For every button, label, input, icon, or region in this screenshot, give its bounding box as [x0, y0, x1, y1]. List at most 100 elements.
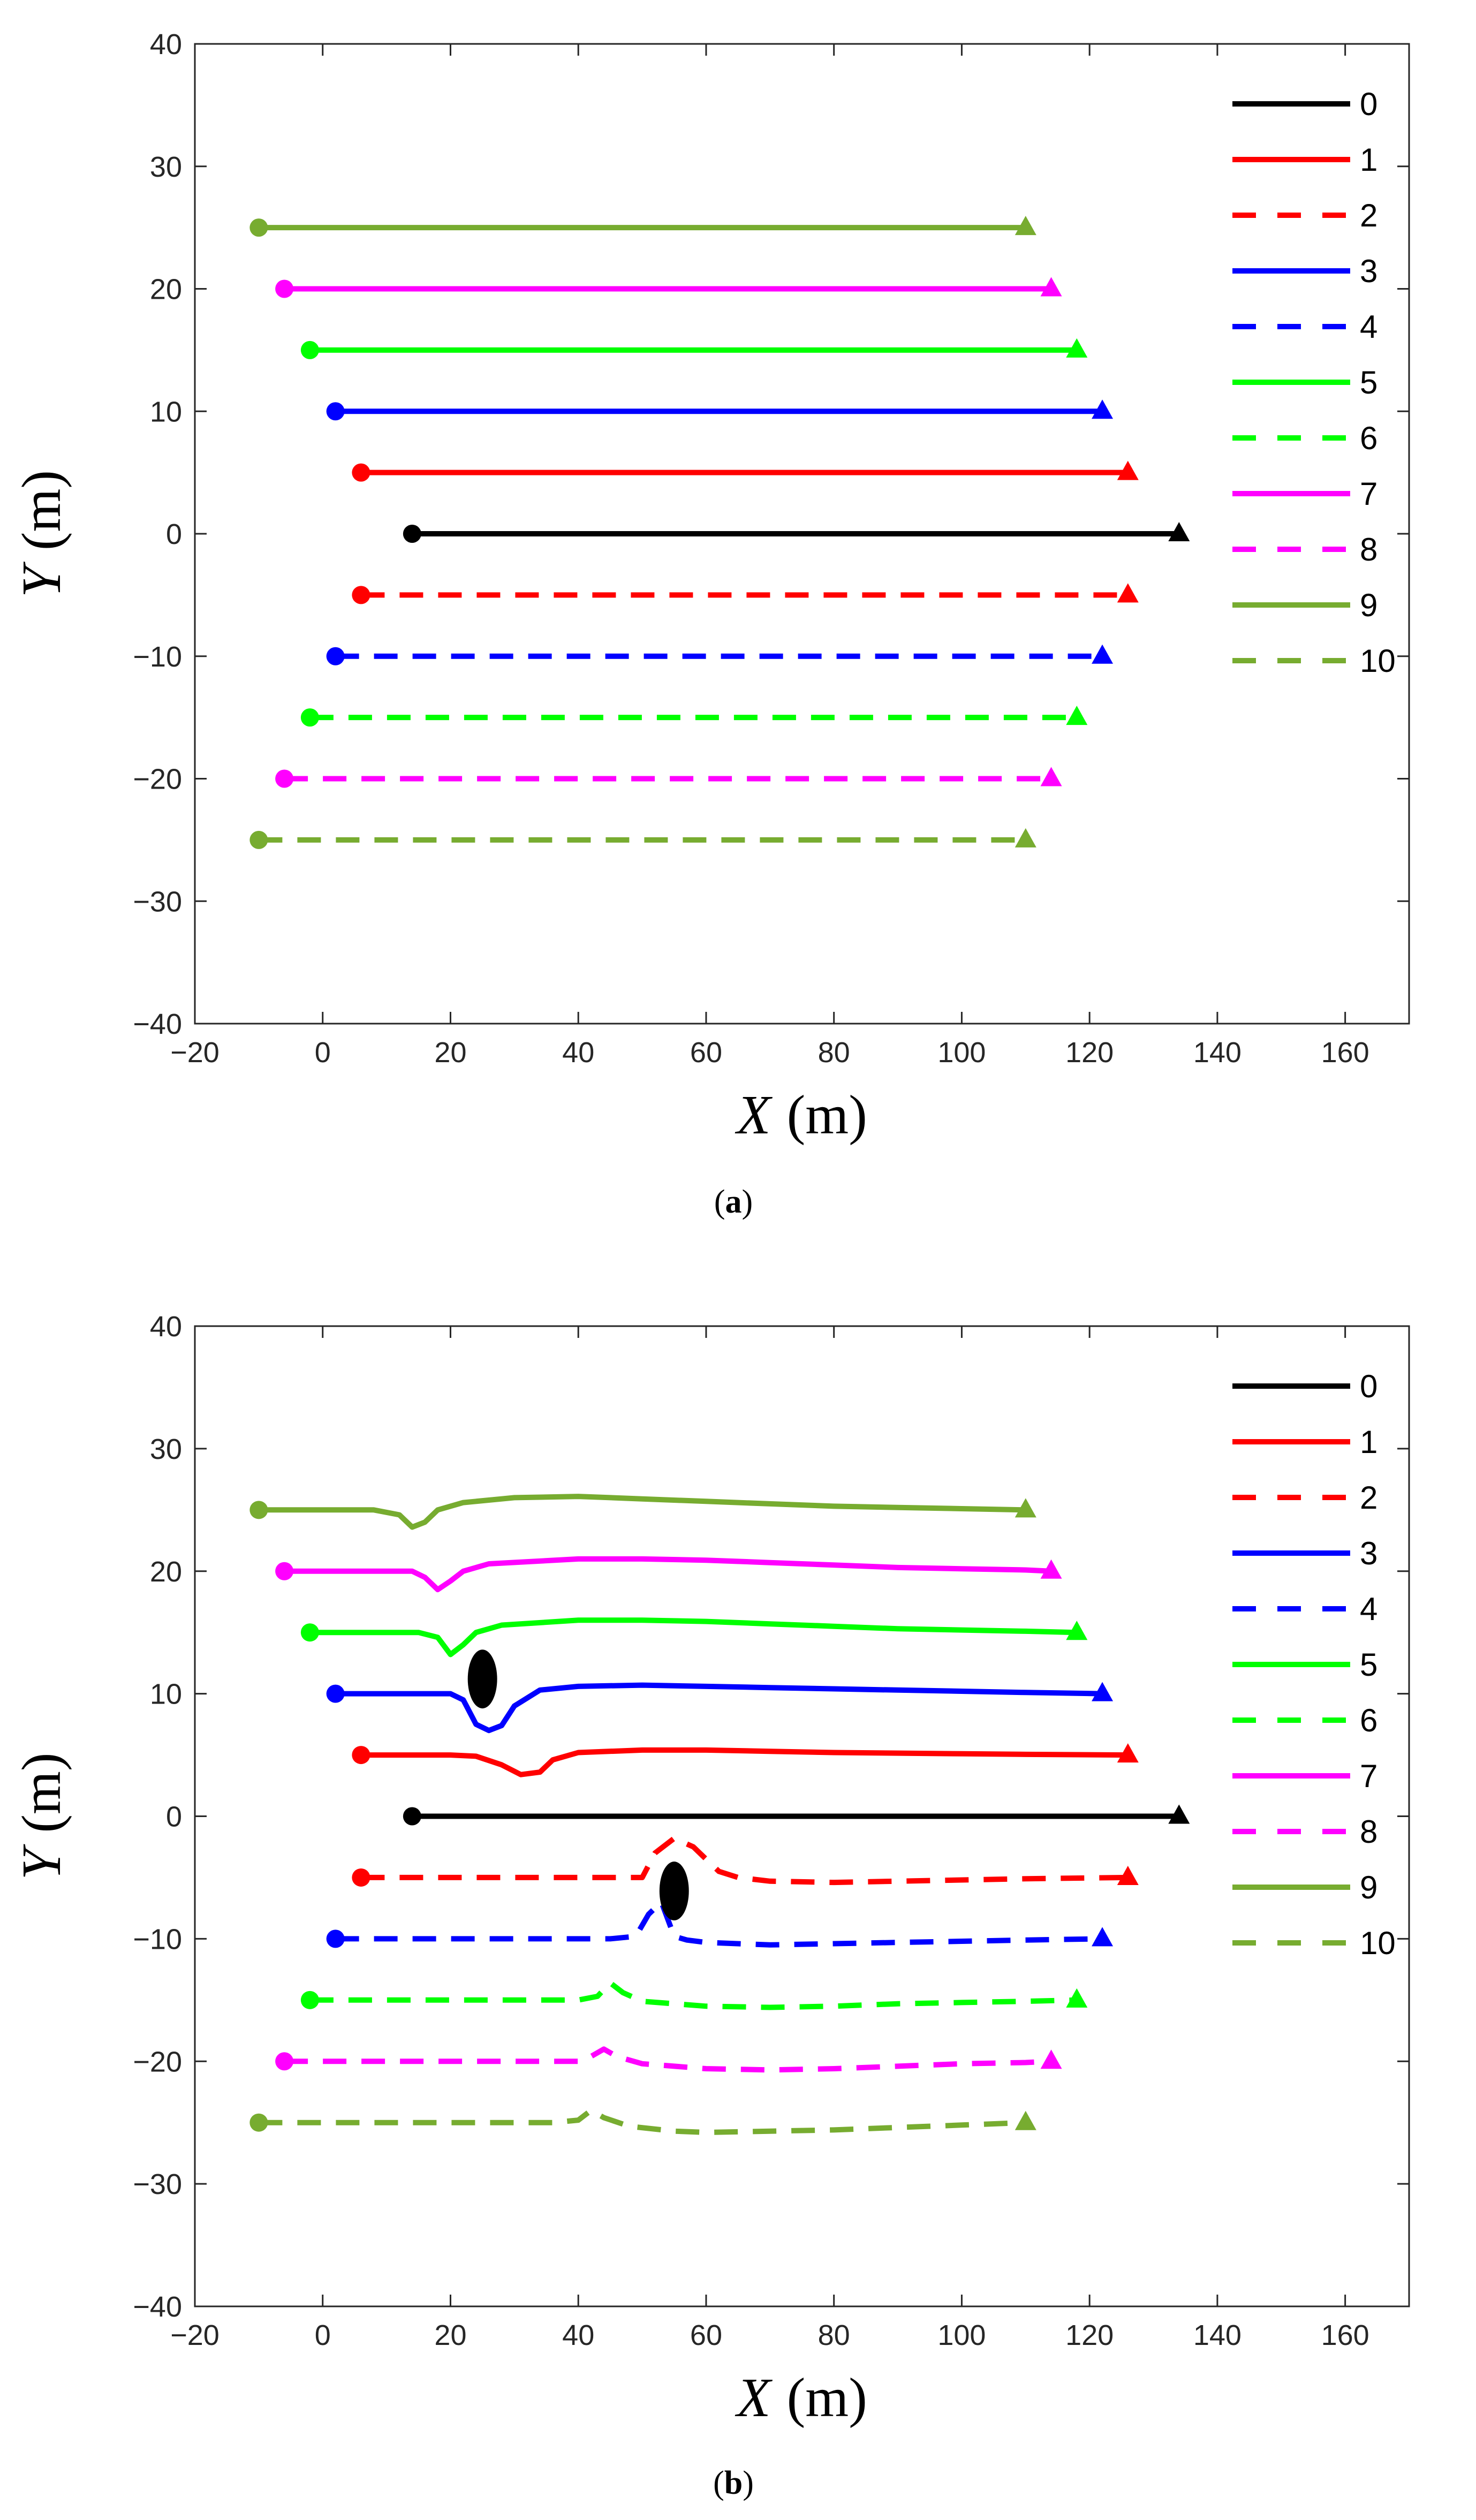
panel-b-legend-label-3: 3 [1360, 1535, 1377, 1571]
panel-a-ytick-label: 40 [150, 28, 182, 60]
panel-a-series-6-start-marker [300, 708, 319, 727]
panel-b-obstacle [467, 1649, 497, 1709]
panel-a-ytick-label: −30 [133, 886, 182, 918]
panel-b-series-8-start-marker [275, 2052, 294, 2071]
panel-b-series-6-line [309, 1980, 1077, 2010]
panel-a-xtick-label: −20 [170, 1036, 219, 1069]
panel-a-series-6-end-marker [1066, 706, 1088, 725]
panel-b-series-4-line [335, 1899, 1103, 1948]
panel-a-xtick-label: 20 [434, 1036, 466, 1069]
panel-b-series-1-end-marker [1117, 1743, 1139, 1763]
panel-a-legend-label-2: 2 [1360, 198, 1377, 233]
panel-a-series-9-start-marker [249, 218, 268, 237]
panel-b-ytick-label: −40 [133, 2291, 182, 2323]
panel-a-y-axis-label: Y (m) [11, 470, 72, 597]
panel-a-subcaption: (a) [714, 1184, 753, 1220]
panel-b-series-8-end-marker [1040, 2049, 1062, 2069]
panel-b-legend-label-7: 7 [1360, 1758, 1377, 1794]
panel-b-ytick-label: −10 [133, 1923, 182, 1955]
panel-b-series-4-start-marker [326, 1929, 345, 1948]
panel-b-x-axis-label: X (m) [735, 2367, 867, 2428]
panel-b-series-9-end-marker [1015, 1498, 1036, 1518]
panel-a-ytick-label: −10 [133, 641, 182, 673]
panel-a-series-3-start-marker [326, 402, 345, 421]
panel-a-ytick-label: −40 [133, 1008, 182, 1040]
panel-b-ytick-label: 10 [150, 1678, 182, 1711]
panel-b: −20 0 20 40 60 80 100 120 140 160−40−30−20−100102… [11, 1311, 1410, 2501]
panel-a-legend-label-7: 7 [1360, 476, 1377, 512]
panel-a-legend-label-1: 1 [1360, 142, 1377, 178]
panel-a-x-axis-label: X (m) [735, 1084, 867, 1146]
panel-a-legend-label-3: 3 [1360, 253, 1377, 289]
panel-a-xtick-label: 140 [1193, 1036, 1242, 1069]
panel-b-series-5-end-marker [1066, 1621, 1088, 1640]
panel-b-xtick-label: 100 [937, 2319, 986, 2351]
panel-a-legend-label-8: 8 [1360, 532, 1377, 567]
panel-a-xtick-label: 120 [1065, 1036, 1114, 1069]
panel-a-xtick-label: 60 [690, 1036, 722, 1069]
panel-a-legend-label-5: 5 [1360, 365, 1377, 400]
panel-b-ytick-label: 30 [150, 1433, 182, 1465]
panel-b-series-3-start-marker [326, 1684, 345, 1703]
panel-b-series-1-line [361, 1747, 1128, 1777]
panel-a-series-0-end-marker [1168, 522, 1190, 541]
panel-a-ytick-label: 30 [150, 151, 182, 183]
panel-b-ytick-label: −20 [133, 2046, 182, 2078]
panel-a-series-10-end-marker [1015, 828, 1036, 847]
panel-b-series-9-start-marker [249, 1501, 268, 1519]
panel-b-xtick-label: 0 [315, 2319, 331, 2351]
panel-a-x-axis-unit: (m) [787, 1084, 867, 1146]
panel-a-legend-label-10: 10 [1360, 643, 1396, 679]
panel-a-series-5-end-marker [1066, 338, 1088, 358]
panel-b-series-10-line [259, 2107, 1026, 2135]
panel-a-xtick-label: 40 [562, 1036, 594, 1069]
panel-b-legend-label-0: 0 [1360, 1368, 1377, 1404]
panel-a-series-2-end-marker [1117, 583, 1139, 603]
panel-b-subcaption-open: ( [713, 2465, 724, 2501]
panel-a-series-0-start-marker [403, 525, 421, 543]
panel-b-ytick-label: 0 [166, 1801, 182, 1833]
panel-a-series-4-start-marker [326, 647, 345, 665]
panel-a-xtick-label: 0 [315, 1036, 331, 1069]
panel-b-legend-label-8: 8 [1360, 1814, 1377, 1850]
panel-b-series-2-start-marker [352, 1868, 370, 1887]
panel-b-legend-label-9: 9 [1360, 1870, 1377, 1905]
panel-b-ytick-label: 20 [150, 1556, 182, 1588]
panel-a-series-8-end-marker [1040, 767, 1062, 786]
panel-a-ytick-label: −20 [133, 763, 182, 796]
panel-b-series-5-start-marker [300, 1623, 319, 1642]
panel-a-series-7-end-marker [1040, 277, 1062, 297]
panel-b-series-6-start-marker [300, 1991, 319, 2009]
panel-b-xtick-label: 60 [690, 2319, 722, 2351]
panel-a-series-7-start-marker [275, 279, 294, 298]
panel-a-legend-label-0: 0 [1360, 86, 1377, 122]
panel-b-legend-label-4: 4 [1360, 1591, 1377, 1627]
panel-b-y-axis-unit: (m) [11, 1752, 72, 1833]
panel-b-series-0-start-marker [403, 1807, 421, 1826]
panel-a-subcaption-close: ) [742, 1184, 753, 1220]
panel-a-xtick-label: 80 [818, 1036, 850, 1069]
panel-b-series-2-line [361, 1835, 1128, 1886]
panel-b-series-3-end-marker [1092, 1682, 1114, 1701]
panel-a-series-9-end-marker [1015, 216, 1036, 236]
panel-b-series-10-start-marker [249, 2113, 268, 2132]
panel-b-ytick-label: −30 [133, 2168, 182, 2200]
panel-b-series-7-line [284, 1556, 1051, 1593]
panel-a-series-1-end-marker [1117, 460, 1139, 480]
panel-a-series-4-end-marker [1092, 644, 1114, 664]
panel-b-xtick-label: 40 [562, 2319, 594, 2351]
panel-b-subcaption: (b) [713, 2465, 754, 2501]
panel-a-series-1-start-marker [352, 463, 370, 482]
panel-b-series-2-end-marker [1117, 1865, 1139, 1885]
panel-a-series-10-start-marker [249, 830, 268, 849]
panel-b-y-axis-symbol: Y [11, 1844, 72, 1880]
panel-b-series-10-end-marker [1015, 2110, 1036, 2130]
panel-a-series-3-end-marker [1092, 399, 1114, 419]
panel-b-xtick-label: 160 [1321, 2319, 1369, 2351]
panel-b-x-axis-symbol: X [735, 2367, 773, 2428]
panel-a-xtick-label: 160 [1321, 1036, 1369, 1069]
panel-a-y-axis-unit: (m) [11, 470, 72, 550]
panel-a-y-axis-symbol: Y [11, 561, 72, 597]
panel-b-series-8-line [284, 2046, 1051, 2073]
